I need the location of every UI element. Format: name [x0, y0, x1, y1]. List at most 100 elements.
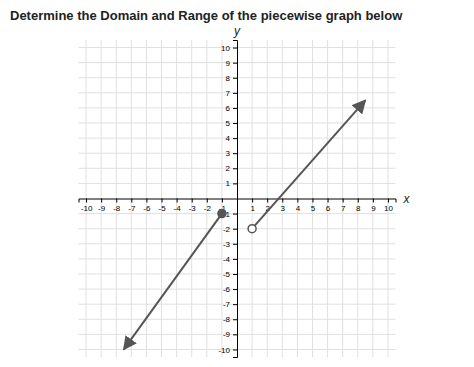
y-tick: 6	[226, 104, 237, 113]
x-tick-label: -5	[158, 204, 166, 213]
y-tick-label: -6	[223, 285, 231, 294]
x-tick-label: -4	[174, 204, 182, 213]
x-tick-label: -6	[143, 204, 151, 213]
y-tick: 2	[226, 164, 237, 173]
y-tick: -4	[223, 255, 237, 264]
x-tick-mark	[252, 199, 253, 203]
y-tick-label: 6	[226, 104, 231, 113]
y-tick-label: -8	[223, 315, 231, 324]
x-tick: 9	[371, 199, 376, 214]
x-tick-mark	[192, 199, 193, 203]
x-tick: 4	[296, 199, 301, 214]
y-tick-mark	[233, 138, 237, 139]
plot-area	[124, 100, 366, 349]
y-axis-label: y	[233, 24, 241, 38]
x-tick-label: 1	[250, 204, 255, 213]
y-tick-mark	[233, 63, 237, 64]
y-tick: 1	[226, 179, 237, 188]
y-tick: -6	[223, 285, 237, 294]
closed-dot	[218, 210, 226, 218]
y-axis: -10-9-8-7-6-5-4-3-2-112345678910	[218, 41, 237, 358]
y-tick-mark	[233, 289, 237, 290]
x-tick: 1	[250, 199, 255, 214]
x-tick: 6	[326, 199, 331, 214]
y-tick-label: 7	[226, 89, 231, 98]
x-tick-label: 8	[356, 204, 361, 213]
x-tick-mark	[177, 199, 178, 203]
x-tick: -6	[143, 199, 151, 214]
x-tick-mark	[222, 199, 223, 203]
y-tick-label: -4	[223, 255, 231, 264]
y-tick: 4	[226, 134, 237, 143]
y-tick: -3	[223, 240, 237, 249]
y-tick: -7	[223, 300, 237, 309]
y-tick-mark	[233, 304, 237, 305]
y-tick-label: 4	[226, 134, 231, 143]
y-tick-label: 8	[226, 74, 231, 83]
y-tick: -10	[218, 346, 237, 355]
x-tick-label: -3	[189, 204, 197, 213]
x-tick-label: 5	[311, 204, 316, 213]
x-tick: -10	[81, 199, 93, 214]
x-tick-mark	[146, 199, 147, 203]
x-tick-mark	[388, 199, 389, 203]
x-tick: 3	[281, 199, 286, 214]
y-tick: -2	[223, 225, 237, 234]
x-tick-mark	[358, 199, 359, 203]
y-tick-label: -3	[223, 240, 231, 249]
x-tick-mark	[297, 199, 298, 203]
x-tick-label: 3	[281, 204, 286, 213]
x-tick-mark	[101, 199, 102, 203]
y-tick-label: -10	[218, 346, 230, 355]
x-tick-mark	[282, 199, 283, 203]
line-piece	[124, 214, 222, 350]
x-tick: 5	[311, 199, 316, 214]
y-tick-label: 10	[221, 44, 230, 53]
x-tick-mark	[131, 199, 132, 203]
x-tick-mark	[86, 199, 87, 203]
y-tick-label: 3	[226, 149, 231, 158]
x-tick-mark	[343, 199, 344, 203]
x-tick-label: 4	[296, 204, 301, 213]
x-tick-mark	[373, 199, 374, 203]
y-tick-mark	[233, 183, 237, 184]
y-tick-mark	[233, 48, 237, 49]
y-tick-label: -7	[223, 300, 231, 309]
y-tick-mark	[233, 78, 237, 79]
x-tick-label: 9	[371, 204, 376, 213]
y-tick-mark	[233, 214, 237, 215]
y-tick: 7	[226, 89, 237, 98]
y-tick-mark	[233, 108, 237, 109]
y-tick-mark	[233, 93, 237, 94]
line-piece	[252, 100, 365, 228]
x-tick: -8	[113, 199, 121, 214]
y-tick-label: 2	[226, 164, 231, 173]
x-tick-mark	[207, 199, 208, 203]
y-tick-mark	[233, 153, 237, 154]
y-tick: -5	[223, 270, 237, 279]
y-tick-mark	[233, 274, 237, 275]
x-axis-label: x	[403, 192, 411, 206]
x-tick: -5	[158, 199, 166, 214]
y-tick: -9	[223, 330, 237, 339]
x-tick: 7	[341, 199, 346, 214]
x-tick-label: -2	[204, 204, 212, 213]
x-tick: -7	[128, 199, 136, 214]
y-tick-label: 5	[226, 119, 231, 128]
x-tick: 10	[384, 199, 393, 214]
y-tick-label: -2	[223, 225, 231, 234]
y-tick-mark	[233, 319, 237, 320]
y-tick-mark	[233, 123, 237, 124]
x-tick-label: -8	[113, 204, 121, 213]
x-tick: -2	[204, 199, 212, 214]
y-axis-line	[233, 41, 238, 358]
y-tick-mark	[233, 259, 237, 260]
grid	[79, 40, 396, 357]
y-tick-mark	[233, 334, 237, 335]
y-tick-label: -9	[223, 330, 231, 339]
y-tick-label: 9	[226, 59, 231, 68]
x-tick-mark	[267, 199, 268, 203]
y-tick-mark	[233, 168, 237, 169]
x-tick-label: 6	[326, 204, 331, 213]
y-tick: -8	[223, 315, 237, 324]
